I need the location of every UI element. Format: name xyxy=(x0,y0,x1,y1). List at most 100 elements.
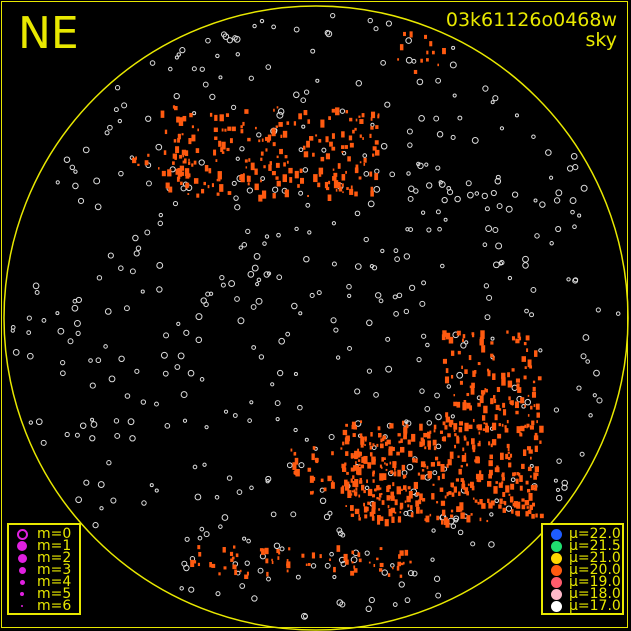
galaxy-marker xyxy=(191,163,194,167)
star-marker xyxy=(200,297,207,304)
star-marker xyxy=(435,77,442,84)
star-marker xyxy=(226,37,233,44)
galaxy-marker xyxy=(527,466,532,472)
galaxy-marker xyxy=(248,158,251,162)
star-marker xyxy=(426,182,433,189)
galaxy-marker xyxy=(358,517,361,521)
galaxy-marker xyxy=(537,376,542,381)
galaxy-marker xyxy=(355,118,358,122)
galaxy-marker xyxy=(420,474,425,480)
star-marker xyxy=(433,575,441,582)
galaxy-marker xyxy=(464,369,468,374)
galaxy-marker xyxy=(502,507,506,513)
galaxy-marker xyxy=(203,181,206,186)
galaxy-marker xyxy=(347,490,352,499)
star-marker xyxy=(580,184,588,192)
galaxy-marker xyxy=(509,453,513,458)
galaxy-marker xyxy=(390,495,395,501)
galaxy-marker xyxy=(379,547,383,551)
star-marker xyxy=(149,483,154,488)
galaxy-marker xyxy=(323,487,327,492)
galaxy-marker xyxy=(468,355,472,361)
galaxy-marker xyxy=(345,110,349,114)
galaxy-marker xyxy=(361,484,365,491)
star-marker xyxy=(60,360,66,366)
galaxy-marker xyxy=(276,549,280,554)
galaxy-marker xyxy=(319,554,322,559)
galaxy-marker xyxy=(449,419,454,425)
galaxy-marker xyxy=(368,561,371,564)
star-marker xyxy=(34,290,40,295)
galaxy-marker xyxy=(479,499,483,505)
galaxy-marker xyxy=(500,456,503,460)
galaxy-marker xyxy=(351,455,354,459)
galaxy-marker xyxy=(132,157,137,164)
galaxy-marker xyxy=(506,443,510,449)
galaxy-marker xyxy=(427,431,431,439)
galaxy-marker xyxy=(506,419,509,424)
galaxy-marker xyxy=(177,168,183,177)
star-marker xyxy=(174,55,179,60)
star-marker xyxy=(35,418,43,426)
star-marker xyxy=(75,496,83,504)
galaxy-marker xyxy=(472,418,475,423)
star-marker xyxy=(405,227,410,232)
galaxy-marker xyxy=(254,126,257,130)
galaxy-marker xyxy=(176,176,180,182)
galaxy-marker xyxy=(407,439,411,445)
star-marker xyxy=(490,189,497,197)
galaxy-marker xyxy=(507,380,513,388)
galaxy-marker xyxy=(453,394,456,397)
galaxy-marker xyxy=(385,463,388,466)
galaxy-marker xyxy=(508,493,511,496)
galaxy-marker xyxy=(347,156,351,162)
star-marker xyxy=(199,526,205,532)
galaxy-marker xyxy=(361,456,366,463)
star-marker xyxy=(435,413,442,421)
galaxy-marker xyxy=(235,553,239,558)
galaxy-marker xyxy=(360,436,365,445)
galaxy-marker xyxy=(367,462,372,469)
galaxy-marker xyxy=(481,345,486,353)
star-marker xyxy=(561,484,568,491)
galaxy-marker xyxy=(278,121,283,127)
galaxy-marker xyxy=(271,128,276,137)
galaxy-marker xyxy=(137,163,140,167)
galaxy-marker xyxy=(219,184,224,192)
galaxy-marker xyxy=(350,513,355,517)
star-marker xyxy=(366,319,373,327)
magnitude-legend-item: m=0 xyxy=(13,527,79,541)
star-marker xyxy=(380,248,385,254)
galaxy-marker xyxy=(507,447,510,452)
star-marker xyxy=(580,353,587,360)
star-marker xyxy=(40,439,47,446)
galaxy-marker xyxy=(384,519,389,527)
galaxy-marker xyxy=(535,472,539,477)
galaxy-marker xyxy=(378,432,382,438)
galaxy-marker xyxy=(345,170,347,174)
galaxy-marker xyxy=(515,378,520,383)
star-marker xyxy=(389,171,396,178)
galaxy-marker xyxy=(420,437,424,442)
star-marker xyxy=(154,401,159,407)
star-marker xyxy=(121,102,128,109)
direction-label: NE xyxy=(18,8,79,59)
galaxy-marker xyxy=(298,113,302,120)
galaxy-marker xyxy=(312,152,315,157)
galaxy-marker xyxy=(279,148,283,155)
star-marker xyxy=(249,400,254,405)
star-marker xyxy=(264,234,270,239)
star-marker xyxy=(223,409,229,414)
star-marker xyxy=(188,586,195,593)
magnitude-legend-item: m=6 xyxy=(13,599,79,613)
galaxy-marker xyxy=(498,482,503,488)
galaxy-marker xyxy=(353,491,358,496)
star-marker xyxy=(134,368,140,374)
galaxy-marker xyxy=(441,509,446,516)
star-marker xyxy=(202,462,207,467)
galaxy-marker xyxy=(345,482,350,491)
star-marker xyxy=(555,494,563,502)
star-marker xyxy=(354,388,361,395)
galaxy-marker xyxy=(431,50,435,55)
star-marker xyxy=(241,242,248,248)
